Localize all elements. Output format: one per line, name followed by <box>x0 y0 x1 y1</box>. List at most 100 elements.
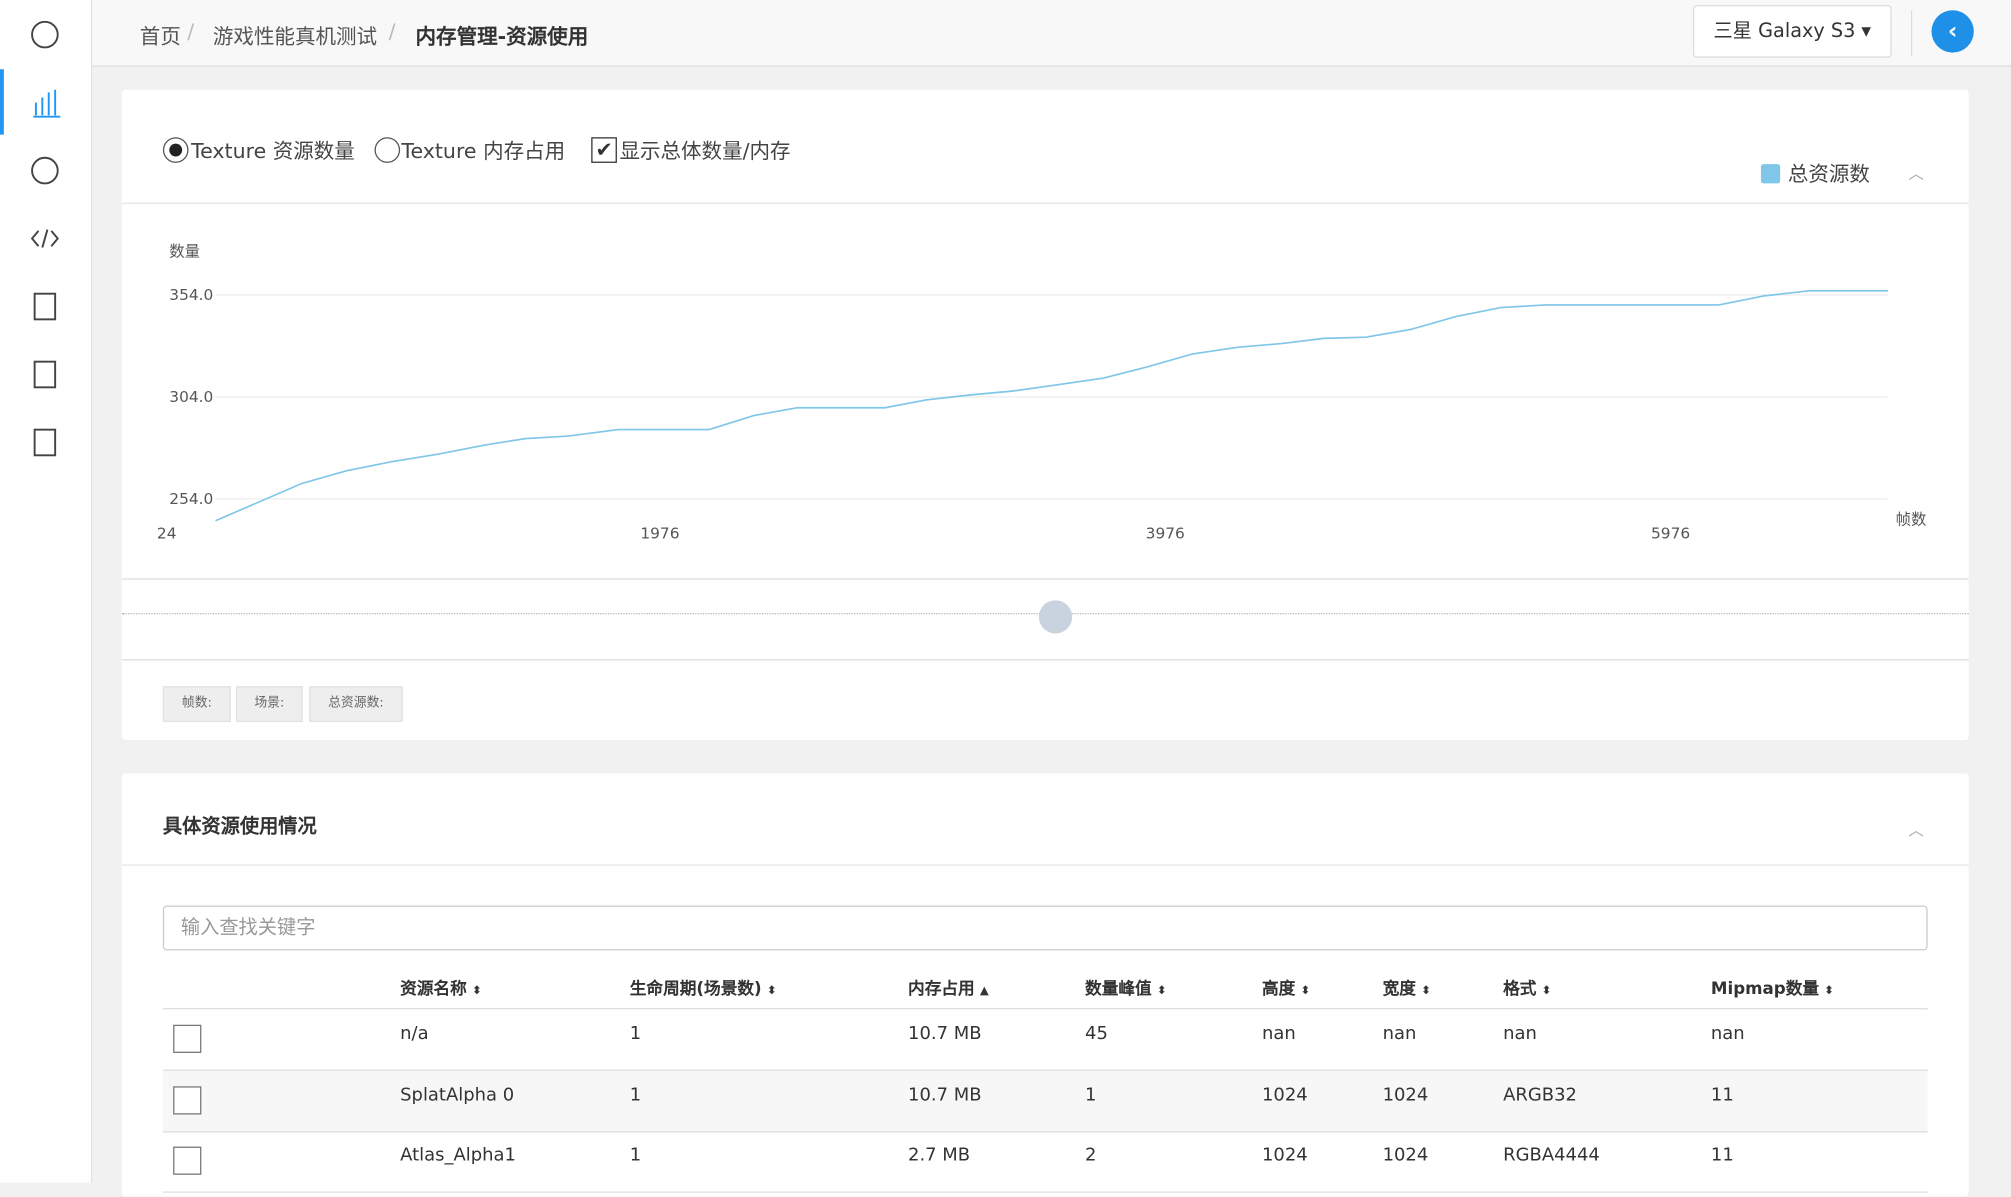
breadcrumb-link[interactable]: 游戏性能真机测试 <box>212 24 378 49</box>
radio-memory[interactable] <box>374 137 401 163</box>
y-tick-label: 354.0 <box>169 286 213 304</box>
breadcrumb-separator: / <box>187 19 195 44</box>
table-cell: 10.7 MB <box>908 1084 982 1105</box>
radio-count[interactable] <box>162 137 189 163</box>
table-cell: 2.7 MB <box>908 1145 971 1166</box>
table-cell: SplatAlpha 0 <box>400 1084 515 1105</box>
row-checkbox[interactable] <box>173 1146 202 1175</box>
search-input[interactable]: 输入查找关键字 <box>162 905 1928 951</box>
sort-icon[interactable]: ▲ <box>979 984 989 998</box>
sort-icon[interactable]: ⬍ <box>766 984 777 998</box>
code-icon[interactable] <box>30 229 59 248</box>
checkbox-label: 显示总体数量/内存 <box>619 138 791 163</box>
x-axis-label: 帧数 <box>1896 511 1927 529</box>
header-text: Mipmap数量 <box>1710 979 1820 1000</box>
slider-handle[interactable] <box>1038 600 1073 634</box>
dashboard-icon[interactable] <box>31 20 59 49</box>
device-name: 三星 Galaxy S3 <box>1713 19 1856 43</box>
sort-icon[interactable]: ⬍ <box>1156 984 1167 998</box>
pie-icon[interactable] <box>31 156 59 185</box>
back-button[interactable]: ‹ <box>1931 10 1974 53</box>
row-background <box>162 1070 1928 1131</box>
sort-icon[interactable]: ⬍ <box>1541 984 1552 998</box>
table-card <box>121 773 1969 1197</box>
table-cell: Atlas_Alpha1 <box>400 1145 516 1166</box>
tooltip-chip: 帧数: <box>162 686 231 723</box>
row-checkbox[interactable] <box>173 1085 202 1114</box>
row-divider <box>162 1191 1928 1193</box>
table-cell: 11 <box>1710 1084 1734 1105</box>
table-cell: 10.7 MB <box>908 1023 982 1044</box>
x-tick-label: 1976 <box>640 525 679 543</box>
column-header[interactable]: Mipmap数量 ⬍ <box>1711 975 1834 999</box>
x-tick-label: 3976 <box>1146 525 1185 543</box>
section-title: 具体资源使用情况 <box>162 814 317 838</box>
column-header[interactable]: 生命周期(场景数) ⬍ <box>630 975 777 999</box>
top-bar <box>92 0 2011 67</box>
sidebar <box>0 0 93 1183</box>
sort-icon[interactable]: ⬍ <box>471 984 482 998</box>
device-dropdown[interactable]: 三星 Galaxy S3 ▾ <box>1692 5 1892 58</box>
header-text: 格式 <box>1503 979 1537 1000</box>
column-header[interactable]: 数量峰值 ⬍ <box>1085 975 1167 999</box>
table-cell: 1024 <box>1262 1145 1308 1166</box>
table-cell: n/a <box>400 1023 429 1044</box>
divider <box>1910 10 1913 57</box>
table-cell: nan <box>1710 1023 1745 1044</box>
y-tick-label: 254.0 <box>169 490 213 508</box>
row-checkbox[interactable] <box>173 1024 202 1053</box>
tooltip-chip: 场景: <box>235 686 303 723</box>
y-tick-label: 304.0 <box>169 388 213 406</box>
table-cell: nan <box>1262 1023 1296 1044</box>
search-placeholder: 输入查找关键字 <box>180 915 316 939</box>
chart-icon[interactable] <box>33 89 61 118</box>
breadcrumb-link[interactable]: 首页 <box>139 24 181 49</box>
radio-label: Texture 内存占用 <box>401 138 566 163</box>
table-cell: 1024 <box>1382 1084 1429 1105</box>
table-cell: 1 <box>629 1084 642 1105</box>
table-cell: 1024 <box>1382 1145 1429 1166</box>
header-text: 高度 <box>1262 979 1296 1000</box>
checkbox-total[interactable]: ✔ <box>591 137 617 163</box>
sort-icon[interactable]: ⬍ <box>1824 984 1834 998</box>
sort-icon[interactable]: ⬍ <box>1300 984 1311 998</box>
log-icon[interactable] <box>33 428 57 457</box>
table-cell: RGBA4444 <box>1503 1145 1600 1166</box>
header-text: 生命周期(场景数) <box>629 979 762 1000</box>
column-header[interactable]: 资源名称 ⬍ <box>400 975 482 999</box>
zoom-slider[interactable] <box>121 578 1969 661</box>
table-cell: 1024 <box>1262 1084 1308 1105</box>
table-cell: 2 <box>1085 1145 1097 1166</box>
legend-label: 总资源数 <box>1788 162 1870 186</box>
report-icon[interactable] <box>33 360 57 389</box>
header-text: 资源名称 <box>400 979 467 1000</box>
collapse-button[interactable]: ︿ <box>1908 164 1924 183</box>
x-tick-label: 24 <box>157 525 177 543</box>
breadcrumb-separator: / <box>388 19 396 44</box>
active-indicator <box>0 69 4 135</box>
sidebar-icons <box>0 20 61 457</box>
column-header[interactable]: 内存占用 ▲ <box>908 975 989 999</box>
row-divider <box>162 1008 1928 1010</box>
column-header[interactable]: 高度 ⬍ <box>1262 975 1310 999</box>
column-header[interactable]: 格式 ⬍ <box>1503 975 1551 999</box>
table-cell: 45 <box>1085 1023 1108 1044</box>
table-cell: nan <box>1503 1023 1537 1044</box>
header-text: 数量峰值 <box>1085 979 1152 1000</box>
sort-icon[interactable]: ⬍ <box>1421 984 1431 998</box>
doc-icon[interactable] <box>33 292 57 321</box>
tooltip-chip: 总资源数: <box>309 686 403 723</box>
collapse-button[interactable]: ︿ <box>1908 820 1924 839</box>
breadcrumb-current: 内存管理-资源使用 <box>415 24 589 49</box>
table-cell: nan <box>1382 1023 1417 1044</box>
table-cell: 1 <box>629 1023 642 1044</box>
legend-swatch <box>1760 164 1781 184</box>
header-text: 内存占用 <box>908 979 975 1000</box>
table-cell: ARGB32 <box>1503 1084 1577 1105</box>
divider <box>121 202 1969 204</box>
header-text: 宽度 <box>1382 979 1416 1000</box>
column-header[interactable]: 宽度 ⬍ <box>1383 975 1431 999</box>
